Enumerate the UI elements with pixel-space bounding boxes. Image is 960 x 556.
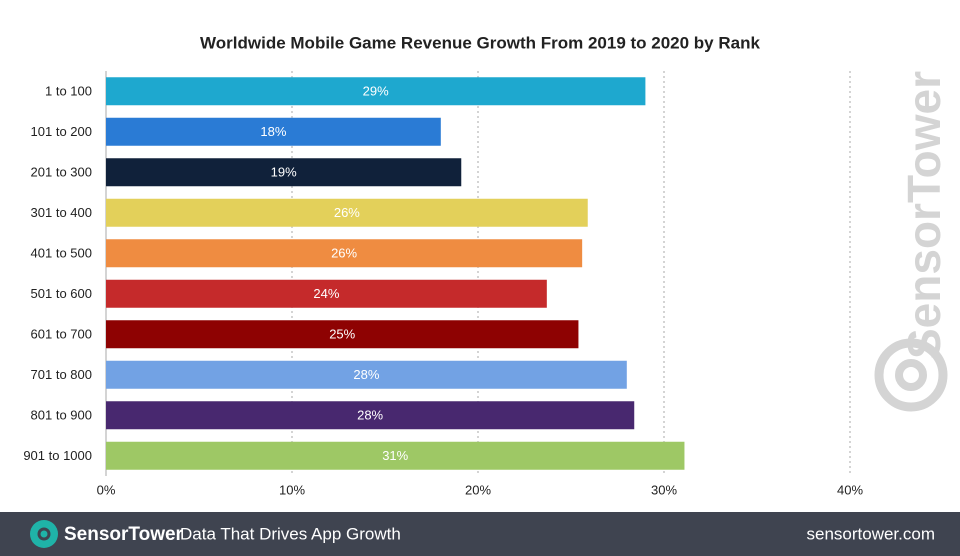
watermark-logo — [874, 338, 948, 412]
value-label: 28% — [357, 408, 383, 423]
y-tick-label: 901 to 1000 — [23, 448, 92, 463]
value-label: 28% — [353, 367, 379, 382]
x-tick-label: 40% — [837, 482, 863, 497]
bar — [106, 77, 646, 106]
footer-tagline: Data That Drives App Growth — [180, 524, 401, 543]
y-tick-label: 301 to 400 — [31, 205, 92, 220]
footer-brand: SensorTower — [64, 524, 184, 545]
footer-logo — [37, 527, 51, 541]
y-tick-label: 801 to 900 — [31, 408, 92, 423]
footer-logo — [30, 520, 58, 548]
watermark: SensorTower — [874, 71, 950, 412]
x-tick-label: 0% — [97, 482, 116, 497]
y-tick-label: 201 to 300 — [31, 165, 92, 180]
bar — [106, 441, 685, 470]
bar — [106, 239, 583, 268]
value-label: 26% — [334, 205, 360, 220]
bar — [106, 198, 588, 227]
y-tick-label: 401 to 500 — [31, 246, 92, 261]
bar — [106, 320, 579, 349]
bar — [106, 401, 635, 430]
value-label: 18% — [260, 124, 286, 139]
value-label: 19% — [271, 165, 297, 180]
value-label: 31% — [382, 448, 408, 463]
footer-url[interactable]: sensortower.com — [807, 524, 936, 543]
y-tick-label: 1 to 100 — [45, 84, 92, 99]
y-tick-label: 101 to 200 — [31, 124, 92, 139]
y-tick-label: 501 to 600 — [31, 286, 92, 301]
value-label: 25% — [329, 327, 355, 342]
x-tick-label: 10% — [279, 482, 305, 497]
bar — [106, 158, 462, 187]
x-tick-label: 20% — [465, 482, 491, 497]
watermark-logo — [895, 359, 927, 391]
bar — [106, 117, 441, 146]
chart-title: Worldwide Mobile Game Revenue Growth Fro… — [200, 33, 760, 52]
value-label: 29% — [363, 84, 389, 99]
bar — [106, 360, 627, 389]
x-tick-label: 30% — [651, 482, 677, 497]
value-label: 26% — [331, 246, 357, 261]
bar — [106, 279, 547, 308]
value-label: 24% — [313, 286, 339, 301]
y-tick-label: 701 to 800 — [31, 367, 92, 382]
y-tick-label: 601 to 700 — [31, 327, 92, 342]
footer-bar — [0, 512, 960, 556]
watermark-text: SensorTower — [898, 71, 950, 359]
